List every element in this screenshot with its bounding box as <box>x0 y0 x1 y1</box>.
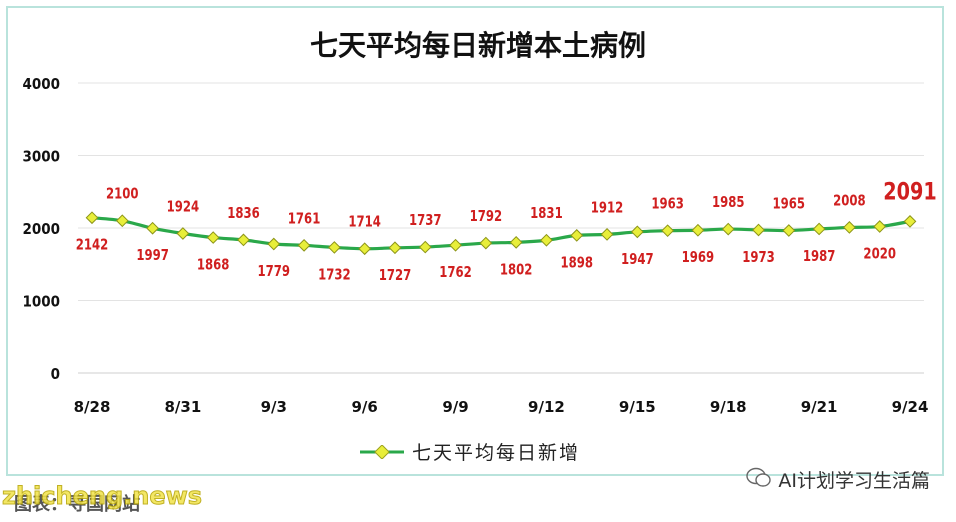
source-credit: 图表：寻国网站 <box>14 494 140 515</box>
data-label: 1969 <box>682 250 715 267</box>
data-label: 1868 <box>197 257 230 274</box>
y-tick-label: 2000 <box>22 220 60 238</box>
data-point <box>540 233 553 247</box>
data-point <box>176 227 190 240</box>
data-label: 1779 <box>258 264 291 281</box>
data-label: 1762 <box>439 265 472 282</box>
data-point <box>388 241 402 255</box>
data-point <box>721 222 735 236</box>
data-label: 1973 <box>742 250 775 267</box>
data-point <box>297 238 311 252</box>
data-point <box>570 229 584 242</box>
data-point <box>418 240 432 254</box>
legend-label: 七天平均每日新增 <box>412 442 581 464</box>
data-label: 2008 <box>833 193 866 210</box>
data-label: 2142 <box>76 237 109 254</box>
data-point <box>267 237 281 251</box>
data-point <box>782 224 796 237</box>
data-point <box>146 221 159 235</box>
data-label: 1792 <box>470 209 503 226</box>
data-label: 2100 <box>106 186 139 203</box>
series-line <box>91 216 911 251</box>
y-tick-label: 1000 <box>22 293 60 311</box>
data-point <box>661 224 674 238</box>
data-point <box>509 235 523 249</box>
chart-frame <box>6 6 944 476</box>
data-point <box>812 222 826 236</box>
chart-title: 七天平均每日新增本土病例 <box>309 29 646 62</box>
data-label: 1987 <box>803 249 836 266</box>
x-tick-label: 9/18 <box>710 398 747 416</box>
y-tick-label: 3000 <box>22 148 60 166</box>
data-label: 2020 <box>863 246 896 263</box>
data-point <box>903 215 917 228</box>
data-label: 1714 <box>348 214 381 231</box>
data-point <box>328 241 341 254</box>
legend: 七天平均每日新增 <box>360 438 580 465</box>
data-label: 1898 <box>560 255 593 272</box>
x-tick-label: 9/3 <box>261 398 287 416</box>
x-tick-label: 9/12 <box>528 398 565 416</box>
data-point <box>85 211 99 225</box>
data-label: 1985 <box>712 195 745 212</box>
x-tick-label: 8/28 <box>74 398 111 416</box>
data-label: 2091 <box>883 178 936 206</box>
y-tick-label: 0 <box>51 365 60 383</box>
data-point <box>843 221 856 234</box>
legend-swatch <box>360 444 404 459</box>
data-point <box>479 236 493 250</box>
data-label: 1963 <box>651 196 684 213</box>
watermark-text: AI计划学习生活篇 <box>778 470 930 492</box>
data-label: 1737 <box>409 213 442 230</box>
data-label: 1912 <box>591 200 624 217</box>
data-label: 1965 <box>773 196 806 213</box>
data-label: 1727 <box>379 268 412 285</box>
data-label: 1761 <box>288 211 321 228</box>
watermark: AI计划学习生活篇 <box>746 466 930 493</box>
x-tick-label: 9/9 <box>442 398 468 416</box>
data-point <box>691 223 705 237</box>
data-point <box>600 228 614 241</box>
data-label: 1997 <box>136 248 169 265</box>
data-label: 1924 <box>167 199 200 216</box>
x-tick-label: 9/21 <box>801 398 838 416</box>
data-point <box>752 223 765 237</box>
x-tick-label: 9/15 <box>619 398 656 416</box>
y-tick-label: 4000 <box>22 75 60 93</box>
data-point <box>358 242 372 256</box>
data-label: 1831 <box>530 206 563 223</box>
data-point <box>115 214 129 228</box>
x-tick-label: 9/6 <box>351 398 377 416</box>
x-tick-label: 9/24 <box>892 398 929 416</box>
data-label: 1802 <box>500 262 533 279</box>
data-point <box>206 231 220 244</box>
wechat-icon <box>746 466 772 493</box>
data-point <box>237 233 250 247</box>
data-point <box>449 238 462 252</box>
data-point <box>630 225 644 239</box>
data-label: 1836 <box>227 206 260 223</box>
site-watermark: zhicheng.news <box>1 482 203 511</box>
data-label: 1732 <box>318 267 351 284</box>
x-tick-label: 8/31 <box>164 398 201 416</box>
data-point <box>873 220 887 233</box>
data-label: 1947 <box>621 252 654 269</box>
